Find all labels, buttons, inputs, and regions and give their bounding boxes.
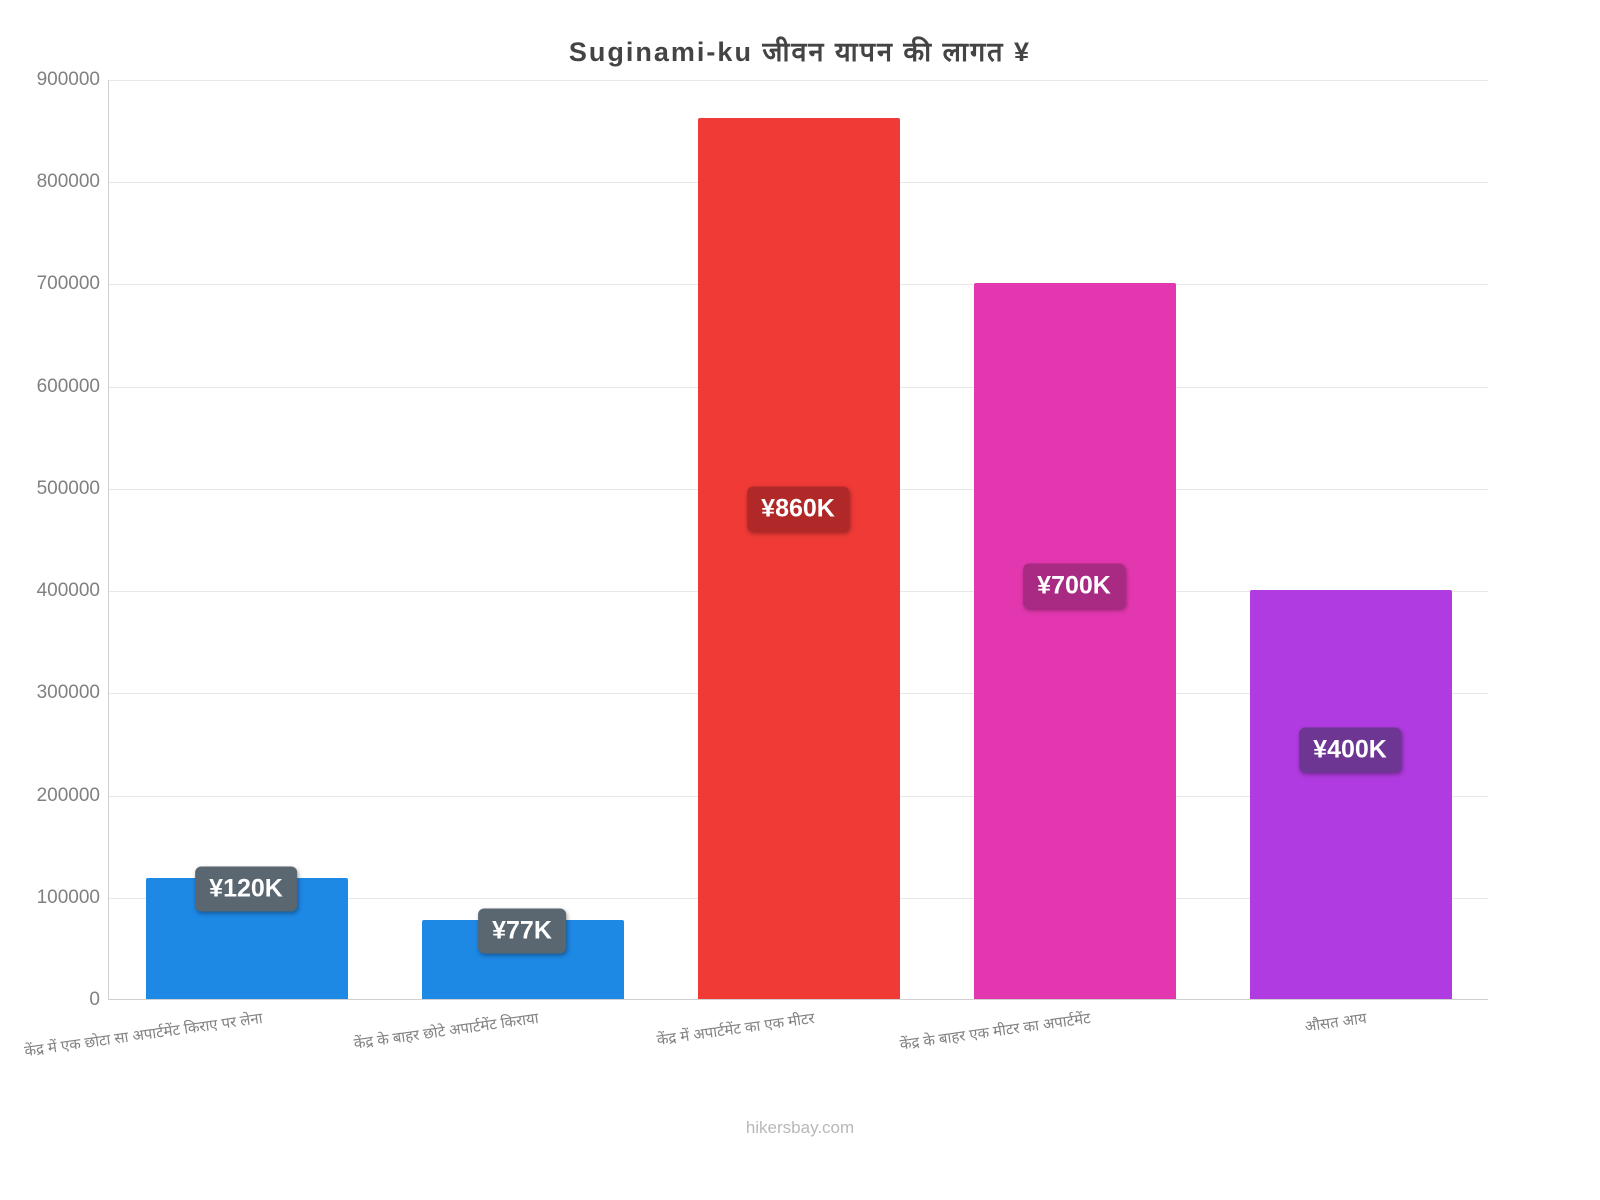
y-tick-label: 200000	[10, 785, 100, 807]
bar-value-label: ¥860K	[747, 487, 849, 532]
x-tick-label: केंद्र में अपार्टमेंट का एक मीटर	[516, 1008, 816, 1070]
bar-value-label: ¥77K	[478, 909, 566, 954]
bar-value-label: ¥120K	[195, 867, 297, 912]
y-tick-label: 600000	[10, 376, 100, 398]
chart-container: Suginami-ku जीवन यापन की लागत ¥ 0 100000 2…	[0, 0, 1600, 1200]
y-tick-label: 500000	[10, 478, 100, 500]
bar	[698, 118, 900, 999]
bar	[1250, 590, 1452, 999]
y-tick-label: 300000	[10, 682, 100, 704]
y-tick-label: 0	[10, 989, 100, 1011]
attribution: hikersbay.com	[0, 1118, 1600, 1138]
chart-title: Suginami-ku जीवन यापन की लागत ¥	[0, 32, 1600, 69]
bar-value-label: ¥700K	[1023, 564, 1125, 609]
bar	[974, 283, 1176, 999]
plot-area	[108, 80, 1488, 1000]
x-tick-label: केंद्र के बाहर छोटे अपार्टमेंट किराया	[240, 1008, 540, 1070]
y-tick-label: 800000	[10, 171, 100, 193]
y-tick-label: 900000	[10, 69, 100, 91]
gridline	[109, 80, 1488, 81]
x-tick-label: औसत आय	[1068, 1008, 1368, 1070]
x-tick-label: केंद्र के बाहर एक मीटर का अपार्टमेंट	[792, 1008, 1092, 1070]
x-tick-label: केंद्र में एक छोटा सा अपार्टमेंट किराए प…	[0, 1008, 264, 1070]
y-tick-label: 400000	[10, 580, 100, 602]
y-tick-label: 700000	[10, 273, 100, 295]
bar-value-label: ¥400K	[1299, 727, 1401, 772]
y-tick-label: 100000	[10, 887, 100, 909]
